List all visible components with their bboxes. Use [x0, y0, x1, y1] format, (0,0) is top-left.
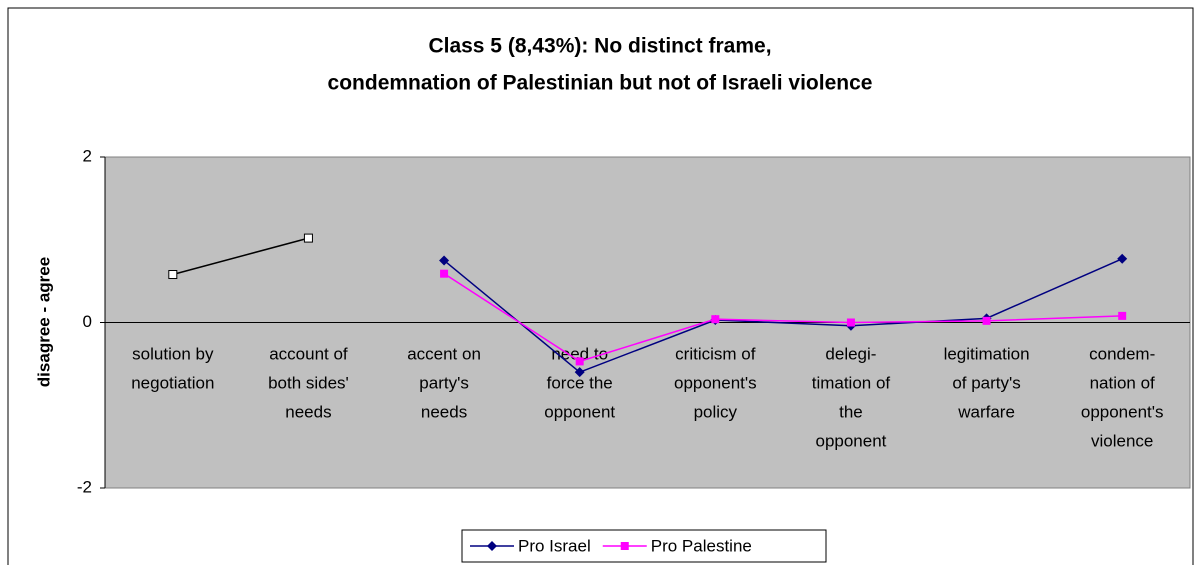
x-tick-label: of party's — [952, 373, 1020, 392]
x-tick-label: opponent — [815, 431, 886, 450]
x-tick-label: warfare — [957, 402, 1015, 421]
x-tick-label: nation of — [1090, 373, 1155, 392]
point — [303, 233, 313, 243]
legend-label: Pro Palestine — [651, 536, 752, 555]
x-tick-label: needs — [285, 402, 331, 421]
x-tick-label: party's — [419, 373, 469, 392]
series-line — [443, 258, 1123, 374]
x-tick-label: policy — [694, 402, 738, 421]
y-tick-label: 2 — [83, 146, 92, 165]
legend: Pro Israel Pro Palestine — [461, 529, 827, 563]
x-tick-label: the — [839, 402, 863, 421]
series — [168, 233, 313, 280]
legend-label: Pro Israel — [518, 536, 591, 555]
x-tick-label: both sides' — [268, 373, 349, 392]
y-axis-label: disagree - agree — [34, 257, 53, 387]
x-tick-label: violence — [1091, 431, 1153, 450]
point — [1117, 253, 1128, 264]
x-tick-label: delegi- — [825, 344, 876, 363]
x-tick-label: needs — [421, 402, 467, 421]
x-tick-label: timation of — [812, 373, 891, 392]
x-tick-label: opponent's — [674, 373, 757, 392]
x-tick-label: account of — [269, 344, 348, 363]
point — [982, 316, 991, 325]
chart-title-line: condemnation of Palestinian but not of I… — [328, 72, 873, 95]
x-tick-label: opponent's — [1081, 402, 1164, 421]
series-line — [172, 237, 309, 276]
x-tick-label: legitimation — [944, 344, 1030, 363]
x-tick-label: criticism of — [675, 344, 756, 363]
chart-title-line: Class 5 (8,43%): No distinct frame, — [428, 35, 771, 58]
x-tick-label: force the — [547, 373, 613, 392]
point — [487, 541, 497, 551]
point — [620, 542, 629, 550]
y-tick-label: 0 — [83, 312, 92, 331]
x-tick-label: accent on — [407, 344, 481, 363]
x-tick-label: solution by — [132, 344, 214, 363]
x-tick-label: condem- — [1089, 344, 1155, 363]
series-line — [443, 273, 1123, 363]
point — [574, 367, 585, 378]
point — [440, 269, 449, 278]
point — [439, 255, 450, 266]
x-tick-label: negotiation — [131, 373, 214, 392]
y-tick-label: -2 — [77, 477, 92, 496]
x-tick-label: need to — [551, 344, 608, 363]
point — [846, 318, 855, 327]
point — [711, 315, 720, 324]
x-tick-label: opponent — [544, 402, 615, 421]
point — [1118, 311, 1127, 320]
point — [168, 270, 178, 280]
point — [575, 357, 584, 366]
series — [440, 269, 1127, 366]
